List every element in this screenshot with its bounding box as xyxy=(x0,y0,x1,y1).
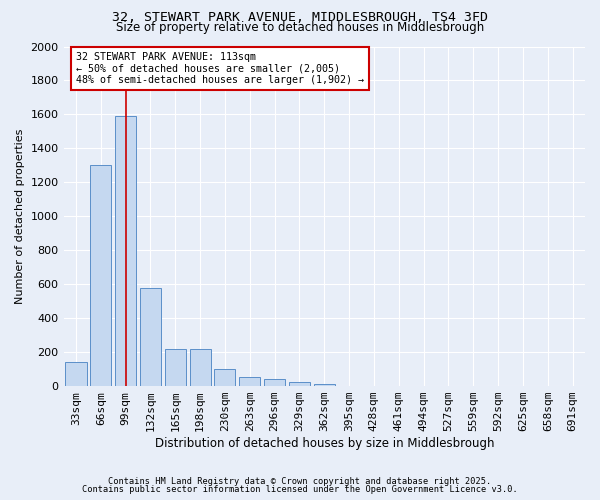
Bar xyxy=(90,166,112,386)
Bar xyxy=(289,382,310,386)
Bar xyxy=(165,348,186,386)
Text: Size of property relative to detached houses in Middlesbrough: Size of property relative to detached ho… xyxy=(116,22,484,35)
Text: 32 STEWART PARK AVENUE: 113sqm
← 50% of detached houses are smaller (2,005)
48% : 32 STEWART PARK AVENUE: 113sqm ← 50% of … xyxy=(76,52,364,85)
Bar xyxy=(140,288,161,386)
Y-axis label: Number of detached properties: Number of detached properties xyxy=(15,128,25,304)
Bar xyxy=(190,348,211,386)
Text: Contains public sector information licensed under the Open Government Licence v3: Contains public sector information licen… xyxy=(82,485,518,494)
Bar xyxy=(239,376,260,386)
Text: Contains HM Land Registry data © Crown copyright and database right 2025.: Contains HM Land Registry data © Crown c… xyxy=(109,477,491,486)
Bar xyxy=(264,380,285,386)
Bar xyxy=(65,362,86,386)
Bar xyxy=(115,116,136,386)
X-axis label: Distribution of detached houses by size in Middlesbrough: Distribution of detached houses by size … xyxy=(155,437,494,450)
Bar xyxy=(214,369,235,386)
Text: 32, STEWART PARK AVENUE, MIDDLESBROUGH, TS4 3FD: 32, STEWART PARK AVENUE, MIDDLESBROUGH, … xyxy=(112,11,488,24)
Bar xyxy=(314,384,335,386)
